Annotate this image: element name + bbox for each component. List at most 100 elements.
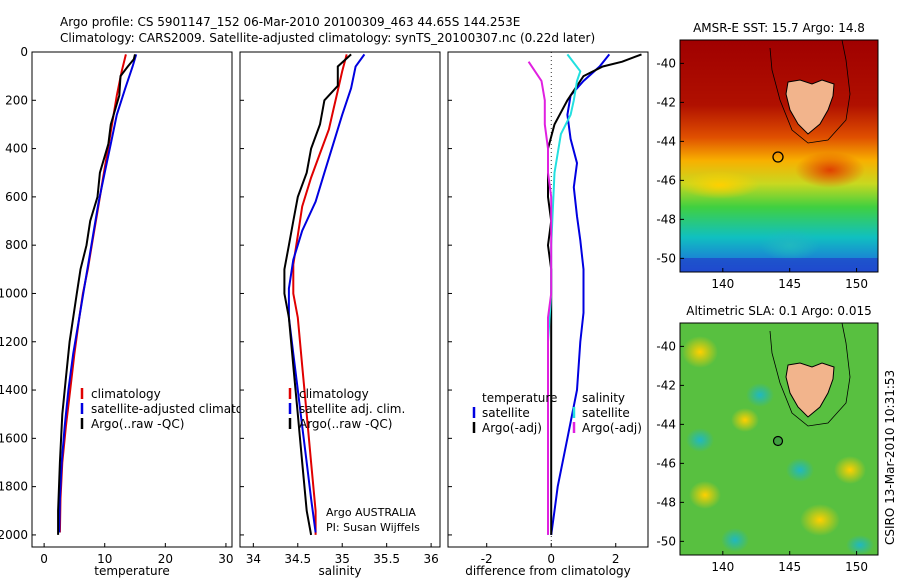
annotation-text: Argo AUSTRALIA	[326, 506, 416, 519]
annotation-text: PI: Susan Wijffels	[326, 521, 420, 534]
shelf-contour	[769, 40, 851, 144]
legend-heading: salinity	[582, 391, 625, 405]
legend-heading: temperature	[482, 391, 557, 405]
plot-frame	[239, 51, 441, 548]
x-tick-label: 35.5	[373, 552, 400, 566]
y-tick-label: -44	[656, 417, 676, 431]
map-title: Altimetric SLA: 0.1 Argo: 0.015	[686, 304, 871, 318]
x-tick-label: -2	[481, 552, 493, 566]
legend-entry: satellite	[582, 406, 630, 420]
y-tick-label: 200	[5, 93, 28, 107]
series-line	[57, 54, 136, 535]
map-title: AMSR-E SST: 15.7 Argo: 14.8	[693, 21, 865, 35]
y-tick-label: 0	[20, 45, 28, 59]
sla-high-anomaly	[834, 456, 866, 484]
sla-high-anomaly	[800, 504, 840, 536]
plot-frame	[31, 51, 233, 548]
y-tick-label: -46	[656, 456, 676, 470]
argo-location-marker	[772, 435, 784, 447]
y-tick-label: 1000	[0, 286, 28, 300]
y-tick-label: -40	[656, 339, 676, 353]
x-tick-label: 34.5	[284, 552, 311, 566]
x-tick-label: 145	[778, 277, 801, 291]
sst-cold-strip	[680, 258, 878, 272]
timestamp-label: CSIRO 13-Mar-2010 10:31:53	[883, 370, 897, 545]
x-tick-label: 145	[778, 560, 801, 574]
y-tick-label: 1600	[0, 431, 28, 445]
y-tick-label: 1400	[0, 383, 28, 397]
sla-map-axes: Altimetric SLA: 0.1 Argo: 0.015 140 145 150…	[656, 304, 871, 574]
x-tick-label: 2	[612, 552, 620, 566]
sla-low-anomaly	[786, 458, 814, 482]
x-axis-label: salinity	[318, 564, 361, 578]
series-line	[287, 53, 366, 533]
x-tick-label: 35	[335, 552, 350, 566]
x-tick-label: 0	[547, 552, 555, 566]
sst-map	[680, 40, 878, 272]
y-tick-label: -40	[656, 56, 676, 70]
x-tick-label: 140	[711, 560, 734, 574]
legend-entry: climatology	[91, 387, 161, 401]
sla-map	[680, 323, 878, 555]
legend-entry: satellite adj. clim.	[299, 402, 405, 416]
sst-cool-patch	[760, 229, 820, 261]
sla-high-anomaly	[731, 408, 759, 432]
sla-high-anomaly	[689, 481, 721, 509]
y-tick-label: -44	[656, 134, 676, 148]
shelf-contour	[769, 323, 851, 427]
x-tick-label: 20	[158, 552, 173, 566]
salinity-panel: 34 34.5 35 35.5 36 salinity climatologysatelli…	[239, 51, 441, 578]
sla-high-anomaly	[682, 336, 718, 368]
series-line	[58, 54, 138, 533]
series-line	[546, 53, 642, 535]
temperature-panel: 0 10 20 30 temperature climatologysatellite-a…	[31, 51, 261, 578]
figure-title-line1: Argo profile: CS 5901147_152 06-Mar-2010…	[60, 15, 520, 29]
sst-warm-patch	[795, 152, 865, 188]
figure-title-line2: Climatology: CARS2009. Satellite-adjuste…	[60, 31, 595, 45]
y-tick-label: -48	[656, 495, 676, 509]
sla-map-frame	[679, 322, 879, 556]
x-tick-label: 0	[40, 552, 48, 566]
y-tick-label: 400	[5, 142, 28, 156]
series-line	[292, 54, 348, 535]
legend-entry: Argo(..raw -QC)	[299, 417, 392, 431]
y-tick-label: 800	[5, 238, 28, 252]
x-tick-label: 34	[246, 552, 261, 566]
tasmania-landmass	[785, 79, 835, 135]
y-tick-label: 600	[5, 190, 28, 204]
argo-location-marker	[772, 151, 784, 163]
y-tick-label: -50	[656, 534, 676, 548]
x-tick-label: 36	[423, 552, 438, 566]
legend-entry: Argo(..raw -QC)	[91, 417, 184, 431]
sst-map-axes: AMSR-E SST: 15.7 Argo: 14.8 140 145 150 -40 -…	[656, 21, 868, 291]
x-tick-label: 10	[97, 552, 112, 566]
x-tick-label: 150	[845, 277, 868, 291]
sla-low-anomaly	[846, 535, 874, 555]
y-tick-label: -42	[656, 95, 676, 109]
y-tick-label: -48	[656, 212, 676, 226]
x-tick-label: 30	[218, 552, 233, 566]
legend-entry: Argo(-adj)	[482, 421, 542, 435]
y-tick-label: 2000	[0, 528, 28, 542]
y-tick-label: 1200	[0, 335, 28, 349]
legend-entry: satellite-adjusted climatolog	[91, 402, 261, 416]
legend-entry: Argo(-adj)	[582, 421, 642, 435]
y-tick-label: -46	[656, 173, 676, 187]
x-tick-label: 140	[711, 277, 734, 291]
x-tick-label: 150	[845, 560, 868, 574]
y-tick-label: -42	[656, 378, 676, 392]
y-tick-label: -50	[656, 251, 676, 265]
sla-low-anomaly	[721, 528, 749, 552]
legend-entry: satellite	[482, 406, 530, 420]
sst-warm-patch	[680, 171, 760, 199]
sst-map-frame	[679, 39, 879, 273]
series-line	[527, 61, 553, 535]
sla-low-anomaly	[746, 383, 774, 407]
legend-entry: climatology	[299, 387, 369, 401]
tasmania-landmass	[785, 362, 835, 418]
series-line	[283, 53, 352, 536]
x-axis-label: difference from climatology	[465, 564, 631, 578]
sla-low-anomaly	[686, 428, 714, 452]
y-tick-label: 1800	[0, 480, 28, 494]
